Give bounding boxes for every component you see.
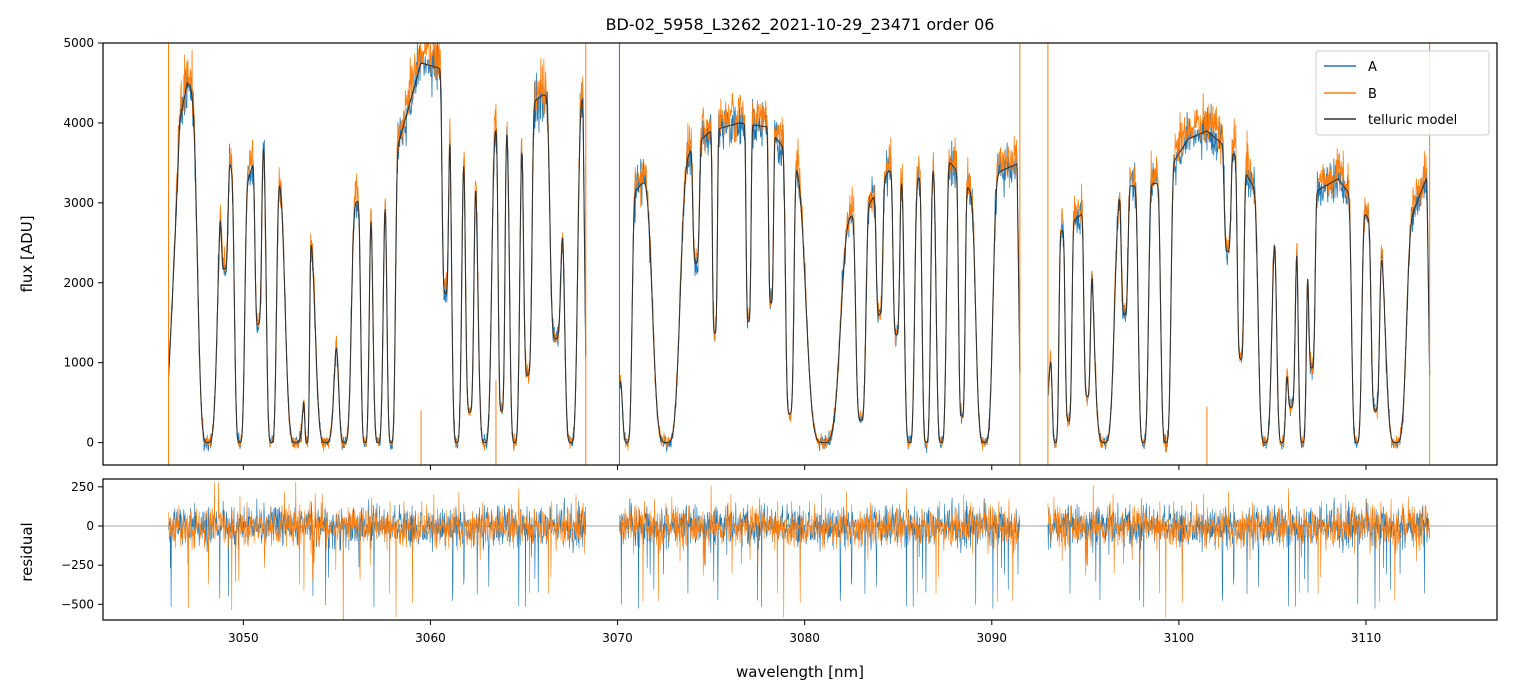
series-b-line xyxy=(168,43,587,452)
legend-label-model: telluric model xyxy=(1368,113,1457,128)
x-tick-label: 3110 xyxy=(1351,631,1382,645)
residual-b-line xyxy=(1047,485,1430,618)
top-y-ticks: 0 1000 2000 3000 4000 5000 xyxy=(63,36,103,450)
bottom-panel: −500 −250 0 250 3050 3060 3070 3080 3090 3100 311… xyxy=(18,478,1498,681)
bottom-y-ticks: −500 −250 0 250 xyxy=(61,480,103,611)
residual-b-line xyxy=(619,485,1021,618)
top-plot-area xyxy=(167,43,1431,465)
top-y-axis-label: flux [ADU] xyxy=(18,215,36,292)
y-tick-label: 4000 xyxy=(63,116,94,130)
top-axes-frame xyxy=(102,42,1498,466)
y-tick-label: 0 xyxy=(86,436,94,450)
x-tick-label: 3090 xyxy=(977,631,1008,645)
telluric-model-line xyxy=(1047,130,1431,444)
series-a-line xyxy=(1047,103,1431,453)
bottom-axes-frame xyxy=(102,478,1498,621)
x-tick-label: 3080 xyxy=(789,631,820,645)
y-tick-label: 5000 xyxy=(63,36,94,50)
legend: A B telluric model xyxy=(1315,50,1490,136)
legend-label-a: A xyxy=(1368,60,1377,75)
legend-frame xyxy=(1315,50,1490,136)
residual-a-line xyxy=(619,497,1021,609)
chart-title: BD-02_5958_L3262_2021-10-29_23471 order … xyxy=(606,15,995,35)
y-tick-label: 3000 xyxy=(63,196,94,210)
bottom-x-ticks: 3050 3060 3070 3080 3090 3100 3110 xyxy=(228,620,1381,645)
x-tick-label: 3060 xyxy=(415,631,446,645)
y-tick-label: 0 xyxy=(86,519,94,533)
telluric-model-line xyxy=(167,62,587,444)
legend-label-b: B xyxy=(1368,87,1377,102)
y-tick-label: 250 xyxy=(71,480,94,494)
residual-a-line xyxy=(168,497,587,608)
residual-b-line xyxy=(168,481,587,620)
x-tick-label: 3050 xyxy=(228,631,259,645)
y-tick-label: −500 xyxy=(61,597,94,611)
y-tick-label: 1000 xyxy=(63,356,94,370)
bottom-y-axis-label: residual xyxy=(18,522,36,581)
top-panel: 0 1000 2000 3000 4000 5000 flux [ADU] A B tel… xyxy=(18,36,1498,470)
x-axis-label: wavelength [nm] xyxy=(736,663,864,681)
telluric-model-line xyxy=(618,122,1021,444)
y-tick-label: 2000 xyxy=(63,276,94,290)
series-b-line xyxy=(1047,93,1431,452)
bottom-plot-area xyxy=(103,481,1497,620)
top-x-ticks xyxy=(242,465,1367,470)
y-tick-label: −250 xyxy=(61,558,94,572)
x-tick-label: 3070 xyxy=(602,631,633,645)
x-tick-label: 3100 xyxy=(1164,631,1195,645)
